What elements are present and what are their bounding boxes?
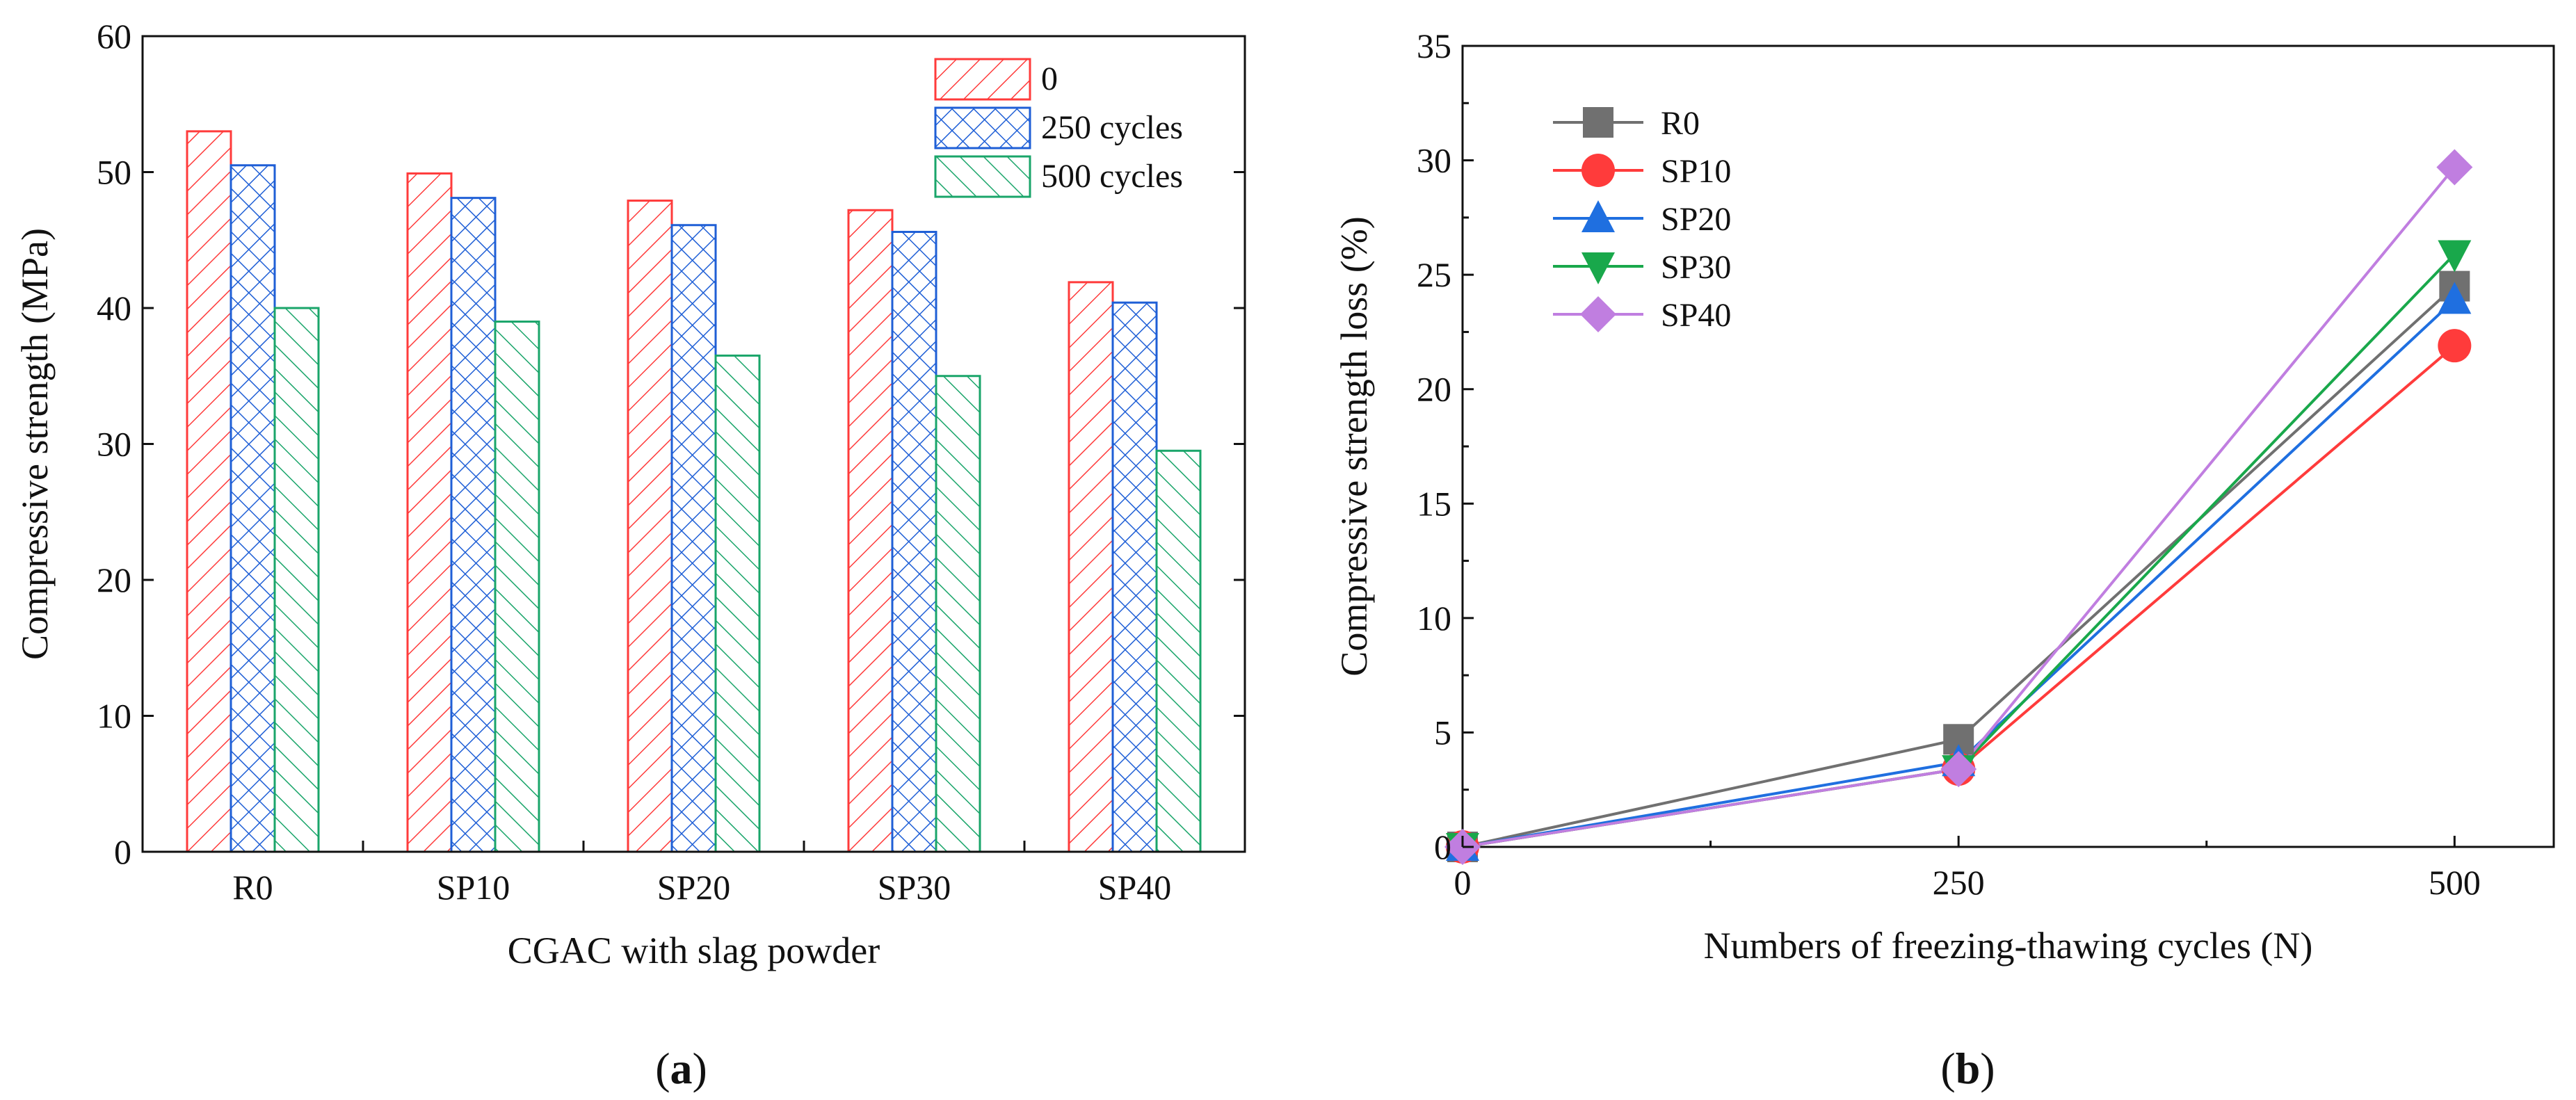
b-legend-marker: [1581, 154, 1615, 187]
a-y-tick-label: 20: [97, 560, 131, 599]
a-y-axis: 0 10 20 30 40 50 60: [97, 17, 1245, 871]
a-legend-label: 250 cycles: [1041, 109, 1183, 146]
b-y-tick-label: 0: [1434, 827, 1451, 866]
bar-sp40-250-cycles: [1111, 301, 1158, 853]
a-x-tick-label: SP30: [878, 868, 951, 907]
b-legend-label: SP30: [1661, 249, 1731, 286]
b-point-sp40: [1940, 751, 1977, 788]
a-x-axis-label: CGAC with slag powder: [508, 930, 880, 971]
a-x-tick-label: SP20: [657, 868, 731, 907]
b-legend-marker: [1581, 200, 1615, 232]
bar-sp30-0: [847, 209, 894, 853]
b-panel-letter: b: [1956, 1044, 1981, 1093]
bar-r0-0: [186, 130, 232, 853]
b-point-sp10: [2438, 329, 2472, 363]
b-y-tick-label: 15: [1417, 484, 1451, 523]
a-x-axis: R0 SP10 SP20 SP30 SP40: [232, 841, 1171, 907]
a-x-tick-label: SP40: [1098, 868, 1172, 907]
panel-b-line-chart: 0 5 10 15 20 25 30 35 0 250 500 Numbers of freezi…: [1333, 26, 2555, 1093]
bar-sp20-0: [627, 200, 673, 853]
bar-sp20-250-cycles: [670, 224, 717, 853]
bar-r0-250-cycles: [230, 164, 276, 853]
b-point-sp30: [2438, 240, 2472, 273]
b-y-tick-label: 5: [1434, 713, 1451, 752]
a-y-tick-label: 0: [114, 832, 131, 871]
b-point-sp40: [2436, 149, 2473, 186]
bar-sp30-500-cycles: [935, 375, 981, 853]
a-y-tick-label: 30: [97, 425, 131, 464]
bar-sp10-250-cycles: [450, 197, 497, 853]
b-y-axis: 0 5 10 15 20 25 30 35: [1417, 26, 1474, 866]
b-x-tick-label: 500: [2429, 863, 2481, 902]
b-x-tick-label: 250: [1933, 863, 1985, 902]
a-panel-letter: a: [670, 1044, 693, 1093]
a-y-axis-label: Compressive strength (MPa): [14, 228, 56, 660]
a-panel-label: (a): [655, 1044, 707, 1093]
a-y-tick-label: 40: [97, 289, 131, 327]
bar-r0-500-cycles: [273, 307, 320, 853]
b-y-tick-label: 20: [1417, 370, 1451, 409]
bar-sp40-500-cycles: [1155, 449, 1202, 853]
b-legend-label: R0: [1661, 105, 1700, 142]
a-legend-swatch: [934, 58, 1031, 101]
b-legend-label: SP20: [1661, 201, 1731, 238]
a-legend-label: 0: [1041, 60, 1058, 97]
b-point-sp20: [2438, 282, 2472, 314]
a-y-tick-label: 60: [97, 17, 131, 56]
b-x-axis-label: Numbers of freezing-thawing cycles (N): [1704, 925, 2313, 966]
bar-sp20-500-cycles: [714, 354, 761, 853]
a-x-tick-label: SP10: [437, 868, 510, 907]
a-y-tick-label: 50: [97, 153, 131, 192]
bar-sp40-0: [1068, 281, 1114, 853]
a-legend: 0 250 cycles 500 cycles: [934, 58, 1183, 198]
b-legend: R0 SP10 SP20 SP30 SP40: [1553, 105, 1731, 334]
a-legend-swatch: [934, 155, 1031, 198]
bar-sp10-0: [406, 172, 453, 853]
b-y-tick-label: 25: [1417, 255, 1451, 294]
b-lines: [1444, 149, 2473, 865]
b-y-tick-label: 30: [1417, 141, 1451, 180]
panel-a-bar-chart: 0 10 20 30 40 50 60 R0 SP10 SP20 SP30 SP40 CGAC wi…: [14, 17, 1246, 1093]
a-legend-swatch: [934, 106, 1031, 149]
b-y-tick-label: 10: [1417, 599, 1451, 638]
b-legend-label: SP10: [1661, 153, 1731, 190]
b-panel-label: (b): [1940, 1044, 1995, 1093]
b-legend-marker: [1581, 252, 1615, 284]
b-legend-marker: [1583, 107, 1613, 138]
b-y-tick-label: 35: [1417, 26, 1451, 65]
a-legend-label: 500 cycles: [1041, 158, 1183, 195]
b-x-tick-label: 0: [1454, 863, 1472, 902]
b-y-axis-label: Compressive strength loss (%): [1333, 216, 1375, 676]
a-y-tick-label: 10: [97, 697, 131, 736]
a-x-tick-label: R0: [232, 868, 273, 907]
b-x-axis: 0 250 500: [1454, 836, 2481, 902]
b-legend-marker: [1580, 296, 1616, 332]
a-bars: [186, 130, 1202, 853]
bar-sp30-250-cycles: [891, 231, 937, 853]
b-legend-label: SP40: [1661, 297, 1731, 334]
bar-sp10-500-cycles: [494, 321, 540, 853]
